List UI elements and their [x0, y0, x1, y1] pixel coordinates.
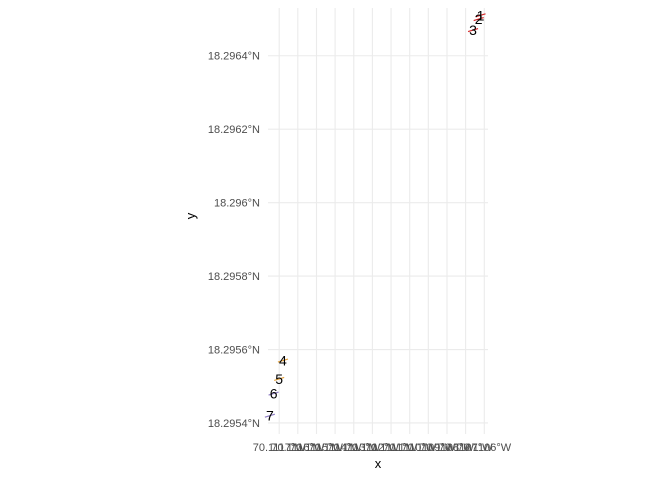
x-tick-label: 70.1108°W	[420, 442, 474, 454]
y-tick-label: 18.2958°N	[208, 271, 260, 283]
y-tick-label: 18.296°N	[214, 198, 260, 210]
y-axis-title: y	[183, 212, 198, 219]
data-point-marker	[475, 13, 486, 18]
point-label: 5	[275, 371, 283, 387]
point-label: 6	[270, 386, 278, 402]
vertical-gridlines	[278, 8, 485, 434]
point-label: 1	[477, 7, 485, 23]
x-tick-label: 70.1113°W	[327, 442, 381, 454]
x-tick-label: 70.1106°W	[457, 442, 511, 454]
y-tick-label: 18.2954°N	[208, 418, 260, 430]
x-tick-label: 70.1107°W	[439, 442, 493, 454]
point-label: 7	[266, 408, 274, 424]
point-labels: 123 4 56 7	[266, 7, 485, 423]
data-point-marker	[264, 413, 276, 418]
x-tick-label: 70.1110°W	[383, 442, 437, 454]
data-point-marker	[268, 391, 279, 396]
y-tick-label: 18.2962°N	[208, 124, 260, 136]
data-point-marker	[473, 16, 484, 22]
x-tick-label: 70.1111°W	[365, 442, 418, 454]
x-axis-title: x	[375, 456, 382, 471]
point-label: 2	[475, 11, 483, 27]
y-tick-label: 18.2964°N	[208, 51, 260, 63]
x-tick-label: 70.1115°W	[290, 442, 344, 454]
data-point-marker	[274, 376, 285, 381]
x-axis-tick-labels: 70.1117°W70.1116°W70.1115°W70.1114°W70.1…	[253, 442, 512, 454]
point-label: 4	[279, 353, 287, 369]
data-point-marker	[277, 358, 289, 363]
x-tick-label: 70.1112°W	[346, 442, 400, 454]
data-points	[264, 13, 486, 418]
x-tick-label: 70.1114°W	[309, 442, 363, 454]
y-axis-tick-labels: 18.2954°N 18.2956°N 18.2958°N 18.296°N 18.29…	[208, 51, 260, 430]
data-point-marker	[467, 27, 479, 33]
point-label: 3	[469, 22, 477, 38]
x-tick-label: 70.1116°W	[271, 442, 325, 454]
y-tick-label: 18.2956°N	[208, 345, 260, 357]
x-tick-label: 70.1109°W	[401, 442, 455, 454]
x-tick-label: 70.1117°W	[253, 442, 307, 454]
horizontal-gridlines	[268, 55, 488, 424]
